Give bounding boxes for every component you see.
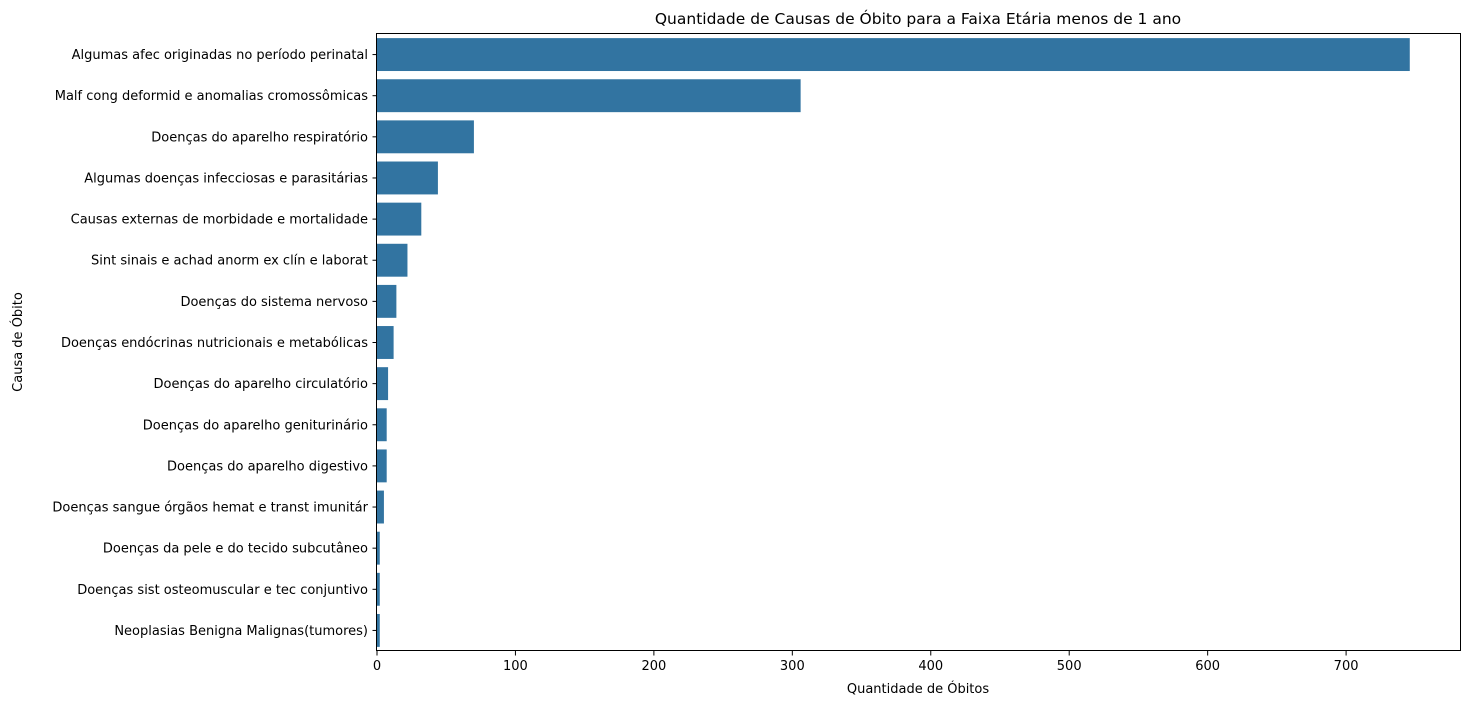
y-tick-label: Causas externas de morbidade e mortalida… — [71, 213, 368, 228]
bars-group — [377, 38, 1410, 647]
bar — [377, 613, 380, 647]
bar — [377, 531, 380, 565]
x-axis: 0 100 200 300 400 500 600 700 — [373, 651, 1359, 674]
y-tick-label: Sint sinais e achad anorm ex clín e labo… — [91, 254, 368, 269]
y-tick-label: Doenças do aparelho geniturinário — [143, 418, 368, 433]
y-tick-label: Doenças do sistema nervoso — [180, 295, 368, 310]
y-tick-label: Algumas doenças infecciosas e parasitári… — [84, 171, 368, 186]
bar — [377, 449, 387, 483]
y-axis: Algumas afec originadas no período perin… — [52, 48, 377, 639]
bar — [377, 120, 474, 154]
bar — [377, 408, 387, 442]
y-tick-label: Doenças do aparelho digestivo — [167, 459, 368, 474]
y-tick-label: Doenças sangue órgãos hemat e transt imu… — [52, 501, 368, 516]
bar — [377, 284, 397, 318]
y-tick-label: Doenças do aparelho respiratório — [151, 130, 368, 145]
y-tick-label: Doenças sist osteomuscular e tec conjunt… — [77, 583, 368, 598]
x-tick-label: 500 — [1057, 659, 1082, 674]
y-tick-label: Neoplasias Benigna Malignas(tumores) — [114, 624, 368, 639]
x-tick-label: 300 — [780, 659, 805, 674]
x-tick-label: 200 — [641, 659, 666, 674]
bar — [377, 326, 394, 359]
x-tick-label: 700 — [1334, 659, 1359, 674]
x-tick-label: 600 — [1195, 659, 1220, 674]
chart-title: Quantidade de Causas de Óbito para a Fai… — [655, 9, 1181, 28]
bar — [377, 202, 422, 236]
plot-frame — [376, 33, 1461, 651]
bar — [377, 490, 384, 524]
y-tick-label: Algumas afec originadas no período perin… — [72, 48, 368, 63]
x-tick-label: 400 — [918, 659, 943, 674]
bar — [377, 367, 389, 401]
x-tick-label: 100 — [503, 659, 528, 674]
x-axis-label: Quantidade de Óbitos — [847, 681, 990, 697]
bar — [377, 161, 438, 195]
y-tick-label: Malf cong deformid e anomalias cromossôm… — [55, 89, 368, 104]
y-tick-label: Doenças do aparelho circulatório — [154, 377, 369, 392]
bar — [377, 572, 380, 606]
bar — [377, 38, 1410, 72]
x-tick-label: 0 — [373, 659, 381, 674]
y-tick-label: Doenças da pele e do tecido subcutâneo — [103, 542, 368, 557]
bar — [377, 243, 408, 277]
y-axis-label: Causa de Óbito — [10, 292, 26, 392]
bar — [377, 79, 801, 113]
y-tick-label: Doenças endócrinas nutricionais e metabó… — [61, 336, 368, 351]
